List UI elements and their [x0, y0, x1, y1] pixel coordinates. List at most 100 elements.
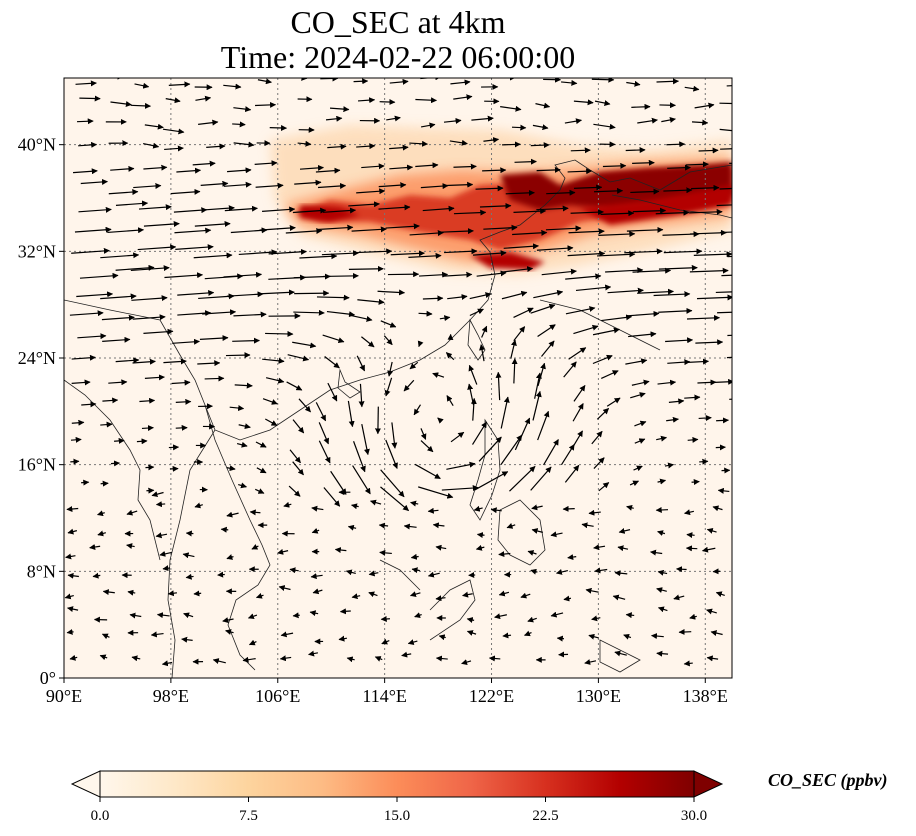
wind-arrow	[630, 188, 660, 195]
wind-arrow	[351, 593, 361, 600]
wind-arrow	[242, 656, 256, 663]
wind-arrow	[204, 375, 225, 382]
wind-arrow	[233, 141, 255, 148]
wind-arrow	[348, 314, 373, 322]
wind-arrow	[706, 655, 719, 662]
wind-arrow	[177, 310, 212, 317]
wind-arrow	[101, 314, 135, 321]
wind-arrow	[409, 591, 421, 598]
wind-arrow	[232, 337, 260, 344]
wind-arrow	[664, 462, 675, 469]
wind-arrow	[726, 85, 732, 87]
wind-arrow	[510, 339, 517, 359]
map-panel	[64, 78, 732, 678]
wind-arrow	[591, 430, 603, 445]
wind-arrow	[693, 251, 732, 258]
wind-arrow	[607, 287, 644, 294]
wind-arrow	[625, 358, 648, 365]
wind-arrow	[71, 354, 96, 361]
wind-arrow	[511, 358, 518, 384]
wind-arrow	[514, 158, 537, 165]
wind-arrow	[632, 267, 672, 274]
wind-arrow	[511, 124, 527, 131]
wind-arrow	[727, 255, 732, 258]
wind-arrow	[687, 436, 699, 443]
wind-arrow	[567, 168, 593, 175]
wind-arrow	[380, 486, 410, 512]
wind-arrow	[663, 187, 693, 194]
wind-arrow	[223, 181, 252, 188]
coastlines	[64, 159, 732, 678]
wind-arrow	[389, 78, 409, 85]
lat-tick-label: 16°N	[18, 455, 56, 475]
wind-arrow	[249, 509, 261, 516]
wind-arrow	[564, 464, 580, 483]
wind-arrow	[182, 552, 195, 559]
wind-arrow	[69, 310, 104, 317]
wind-arrow	[673, 594, 685, 601]
wind-arrow	[461, 659, 472, 665]
wind-arrow	[427, 507, 439, 514]
wind-arrow	[656, 650, 669, 657]
wind-arrow	[594, 100, 611, 106]
wind-arrow	[383, 335, 393, 346]
wind-arrow	[561, 79, 578, 86]
wind-arrow	[318, 440, 331, 464]
axis-ticks: 90°E 98°E 106°E 114°E 122°E 130°E 138°E 0° 8°N 16…	[18, 135, 728, 706]
wind-arrow	[403, 523, 417, 530]
wind-arrow	[567, 250, 606, 257]
wind-arrow	[712, 505, 723, 512]
wind-arrow	[537, 362, 546, 387]
wind-arrow	[500, 396, 510, 429]
wind-arrow	[223, 271, 263, 278]
wind-arrow	[115, 264, 155, 271]
wind-arrow	[509, 465, 536, 492]
wind-arrow	[593, 544, 606, 551]
wind-arrow	[719, 128, 732, 132]
wind-arrow	[175, 424, 188, 431]
wind-arrow	[534, 372, 542, 399]
wind-arrow	[685, 161, 709, 168]
lon-tick-label: 138°E	[683, 686, 728, 706]
wind-arrow	[294, 290, 330, 297]
wind-arrow	[134, 82, 150, 89]
wind-arrow	[248, 639, 257, 646]
wind-arrow	[288, 485, 301, 497]
colorbar-tick-label: 22.5	[532, 808, 558, 824]
wind-arrow	[259, 225, 296, 232]
wind-arrow	[438, 634, 446, 641]
wind-arrow	[417, 340, 424, 348]
wind-arrow	[131, 655, 141, 662]
wind-arrow	[133, 182, 162, 189]
wind-arrow	[193, 252, 233, 259]
wind-arrow	[537, 410, 550, 441]
wind-arrow	[498, 551, 511, 558]
wind-arrow	[502, 632, 512, 639]
wind-arrow	[658, 264, 698, 271]
wind-arrow	[289, 567, 299, 574]
wind-arrow	[311, 505, 324, 512]
wind-arrow	[536, 245, 574, 252]
wind-arrow	[92, 572, 101, 579]
wind-arrow	[107, 227, 145, 234]
wind-arrow	[233, 311, 267, 318]
wind-arrow	[339, 608, 351, 615]
wind-arrow	[229, 405, 245, 412]
wind-arrow	[653, 291, 691, 298]
wind-arrow	[418, 310, 433, 317]
wind-arrow	[685, 545, 698, 552]
wind-arrow	[478, 436, 502, 462]
wind-arrow	[602, 162, 627, 169]
wind-arrow	[537, 324, 556, 338]
wind-arrow	[729, 162, 732, 164]
wind-arrow	[176, 167, 202, 174]
wind-arrow	[573, 324, 599, 335]
wind-arrow	[414, 463, 441, 480]
wind-arrow	[378, 522, 389, 529]
wind-arrow	[351, 503, 359, 510]
wind-arrow	[361, 163, 385, 170]
wind-arrow	[699, 458, 709, 465]
colorbar-gradient	[99, 770, 695, 798]
wind-arrow	[130, 102, 151, 109]
wind-arrow	[175, 398, 192, 405]
